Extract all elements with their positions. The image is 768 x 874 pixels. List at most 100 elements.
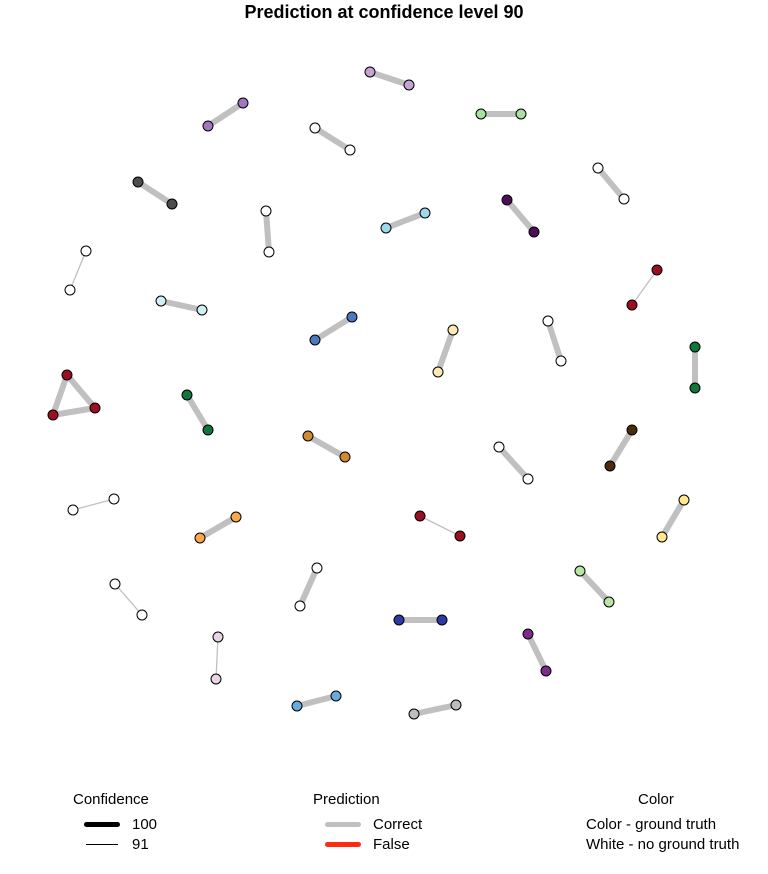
node-16b <box>689 382 701 394</box>
node-21b <box>67 504 79 516</box>
node-16a <box>689 341 701 353</box>
legend-confidence-100: 100 <box>132 816 158 833</box>
edge-12 <box>158 298 205 313</box>
node-28b <box>210 673 222 685</box>
node-17b <box>202 424 214 436</box>
node-31a <box>291 700 303 712</box>
node-15b <box>555 355 567 367</box>
node-21a <box>108 493 120 505</box>
node-9a <box>592 162 604 174</box>
node-23b <box>454 530 466 542</box>
edge-22 <box>197 514 239 541</box>
edge-2 <box>205 100 246 129</box>
node-18a <box>302 430 314 442</box>
node-12a <box>155 295 167 307</box>
node-24a <box>678 494 690 506</box>
edge-3 <box>312 125 353 153</box>
legend-false: False <box>373 836 410 853</box>
node-29b <box>436 614 448 626</box>
node-32a <box>408 708 420 720</box>
node-24b <box>656 531 668 543</box>
node-8b <box>528 226 540 238</box>
edge-17 <box>184 392 211 433</box>
node-25b <box>294 600 306 612</box>
triangle-edge-1 <box>64 372 98 411</box>
node-1a <box>364 66 376 78</box>
chart-title: Prediction at confidence level 90 <box>244 2 524 22</box>
legend-color-no-ground-truth: White - no ground truth <box>586 836 740 853</box>
node-30a <box>522 628 534 640</box>
node-10a <box>651 264 663 276</box>
triangle-edge-2 <box>50 405 98 418</box>
node-19b <box>522 473 534 485</box>
node-13b <box>309 334 321 346</box>
edge-18 <box>305 433 348 460</box>
legend-correct: Correct <box>373 816 423 833</box>
legend-thick-line-swatch <box>84 822 120 827</box>
node-26b <box>603 596 615 608</box>
edge-10 <box>631 269 658 306</box>
node-3a <box>309 122 321 134</box>
node-6b <box>263 246 275 258</box>
node-28a <box>212 631 224 643</box>
node-7a <box>380 222 392 234</box>
node-10b <box>626 299 638 311</box>
node-7b <box>419 207 431 219</box>
edge-23 <box>419 515 461 537</box>
legend-thin-line-swatch <box>86 844 118 845</box>
node-2b <box>237 97 249 109</box>
edge-20 <box>607 427 635 469</box>
node-1b <box>403 79 415 91</box>
edge-9 <box>595 165 627 202</box>
legend-prediction-title: Prediction <box>313 791 380 808</box>
node-23a <box>414 510 426 522</box>
node-18b <box>339 451 351 463</box>
edge-15 <box>545 318 564 364</box>
node-6a <box>260 205 272 217</box>
node-11a <box>80 245 92 257</box>
node-17a <box>181 389 193 401</box>
node-11b <box>64 284 76 296</box>
node-14b <box>432 366 444 378</box>
node-22a <box>230 511 242 523</box>
edge-14 <box>435 327 456 375</box>
edge-28 <box>215 636 219 680</box>
edge-31 <box>294 693 339 709</box>
node-30b <box>540 665 552 677</box>
edge-6 <box>263 208 272 255</box>
edge-27 <box>114 583 143 616</box>
node-5a <box>132 176 144 188</box>
node-20b <box>604 460 616 472</box>
node-22b <box>194 532 206 544</box>
legend-confidence-91: 91 <box>132 836 149 853</box>
triangle-edge-3 <box>50 372 70 418</box>
legend-color-title: Color <box>638 791 674 808</box>
node-29a <box>393 614 405 626</box>
node-26a <box>574 565 586 577</box>
legend-confidence-title: Confidence <box>73 791 149 808</box>
node-13a <box>346 311 358 323</box>
legend-color-ground-truth: Color - ground truth <box>586 816 717 833</box>
node-20a <box>626 424 638 436</box>
edge-32 <box>411 702 459 717</box>
edge-26 <box>577 568 612 605</box>
edge-11 <box>69 250 87 291</box>
node-19a <box>493 441 505 453</box>
node-15a <box>542 315 554 327</box>
triangle-node-3 <box>47 409 59 421</box>
node-8a <box>501 194 513 206</box>
triangle-node-1 <box>61 369 73 381</box>
node-4b <box>515 108 527 120</box>
node-14a <box>447 324 459 336</box>
edge-21 <box>72 498 115 511</box>
edge-13 <box>312 314 355 343</box>
edge-5 <box>135 179 175 207</box>
node-31b <box>330 690 342 702</box>
node-27a <box>109 578 121 590</box>
node-4a <box>475 108 487 120</box>
edge-7 <box>383 210 428 231</box>
node-5b <box>166 198 178 210</box>
edge-19 <box>496 444 531 482</box>
node-27b <box>136 609 148 621</box>
